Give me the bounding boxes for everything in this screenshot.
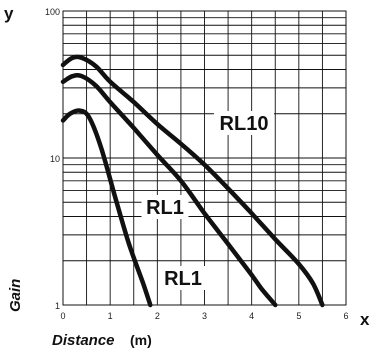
curve-label: RL1 xyxy=(164,268,202,290)
curve-label-bg xyxy=(159,266,207,290)
x-axis-letter: x xyxy=(360,310,370,329)
x-tick-label: 6 xyxy=(343,311,348,321)
x-tick-label: 1 xyxy=(108,311,113,321)
x-tick-label: 0 xyxy=(60,311,65,321)
y-tick-label: 10 xyxy=(50,154,60,164)
y-tick-label: 100 xyxy=(45,7,60,17)
x-axis-title: Distance xyxy=(52,332,115,349)
curve-label-bg xyxy=(214,111,274,135)
plot-frame xyxy=(62,10,347,306)
x-tick-label: 3 xyxy=(202,311,207,321)
curve-label: RL1 xyxy=(146,197,184,219)
curve-label: RL10 xyxy=(220,113,269,135)
y-tick-label: 1 xyxy=(55,301,60,311)
curve-labels: RL10 RL1 RL1 xyxy=(141,111,274,290)
y-axis-title: Gain xyxy=(7,279,24,312)
series-line-2 xyxy=(60,108,153,308)
series-lines xyxy=(60,54,325,308)
x-tick-label: 4 xyxy=(249,311,254,321)
series-line-0 xyxy=(60,54,325,308)
series-line-1 xyxy=(60,73,278,308)
curve-label-bg xyxy=(141,195,189,219)
y-axis-letter: y xyxy=(4,4,14,23)
x-tick-label: 2 xyxy=(155,311,160,321)
x-tick-label: 5 xyxy=(296,311,301,321)
x-axis-unit: (m) xyxy=(130,332,152,348)
